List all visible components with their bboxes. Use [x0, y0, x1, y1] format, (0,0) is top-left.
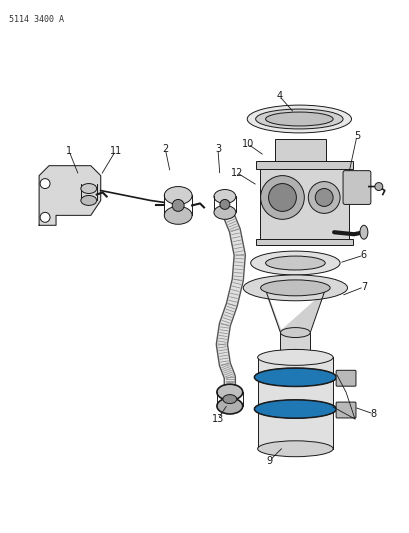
Ellipse shape: [250, 251, 339, 275]
Circle shape: [374, 183, 382, 190]
Text: 5114 3400 A: 5114 3400 A: [9, 15, 64, 24]
Ellipse shape: [164, 187, 192, 205]
Circle shape: [40, 212, 50, 222]
Ellipse shape: [81, 183, 97, 193]
Circle shape: [268, 183, 296, 212]
Circle shape: [308, 182, 339, 213]
Circle shape: [219, 199, 229, 209]
Ellipse shape: [257, 441, 333, 457]
Text: 4: 4: [276, 91, 282, 101]
Ellipse shape: [216, 384, 242, 400]
Text: 10: 10: [241, 139, 253, 149]
Ellipse shape: [280, 350, 310, 359]
Ellipse shape: [265, 256, 324, 270]
Bar: [280, 333, 310, 354]
Ellipse shape: [216, 398, 242, 414]
Polygon shape: [39, 166, 101, 225]
Bar: [274, 139, 326, 161]
Ellipse shape: [213, 190, 235, 204]
Ellipse shape: [81, 196, 97, 205]
Text: 6: 6: [360, 250, 366, 260]
Ellipse shape: [254, 368, 335, 386]
Circle shape: [315, 189, 333, 206]
Ellipse shape: [254, 368, 335, 386]
FancyBboxPatch shape: [342, 171, 370, 205]
Text: 8: 8: [370, 409, 376, 419]
Ellipse shape: [164, 206, 192, 224]
Text: 12: 12: [230, 168, 243, 177]
FancyBboxPatch shape: [335, 402, 355, 418]
Ellipse shape: [222, 394, 236, 403]
Circle shape: [260, 175, 303, 219]
Ellipse shape: [243, 275, 347, 301]
Circle shape: [172, 199, 184, 212]
Ellipse shape: [254, 400, 335, 418]
Ellipse shape: [265, 112, 333, 126]
Text: 13: 13: [211, 414, 223, 424]
Ellipse shape: [255, 109, 342, 129]
Circle shape: [40, 179, 50, 189]
Ellipse shape: [213, 205, 235, 219]
Ellipse shape: [280, 328, 310, 337]
Ellipse shape: [257, 350, 333, 365]
Text: 5: 5: [353, 131, 359, 141]
Ellipse shape: [359, 225, 367, 239]
Bar: [255, 239, 352, 245]
Bar: [257, 358, 333, 449]
Text: 2: 2: [162, 144, 168, 154]
Ellipse shape: [247, 105, 351, 133]
Polygon shape: [260, 290, 329, 332]
Text: 1: 1: [66, 146, 72, 156]
Bar: [259, 161, 348, 245]
Ellipse shape: [260, 280, 329, 296]
Text: 7: 7: [360, 282, 366, 292]
Bar: [255, 161, 352, 168]
Text: 11: 11: [109, 146, 121, 156]
Text: 9: 9: [266, 456, 272, 466]
Text: 3: 3: [214, 144, 220, 154]
Ellipse shape: [254, 400, 335, 418]
FancyBboxPatch shape: [335, 370, 355, 386]
